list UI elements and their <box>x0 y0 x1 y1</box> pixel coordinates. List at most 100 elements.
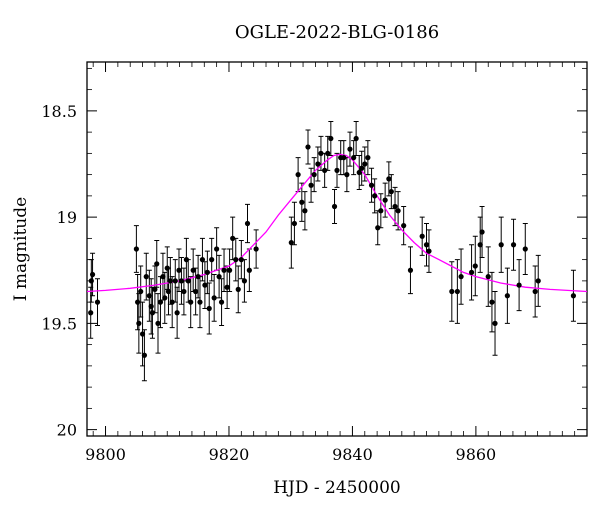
data-point <box>136 320 142 326</box>
data-point <box>146 293 152 299</box>
data-point <box>167 278 173 284</box>
y-tick-label: 20 <box>57 421 77 440</box>
data-point <box>359 165 365 171</box>
data-point <box>244 220 251 227</box>
data-point <box>407 267 414 273</box>
x-axis-label: HJD - 2450000 <box>273 478 401 498</box>
data-point <box>472 263 478 269</box>
data-point <box>522 246 528 252</box>
data-point <box>386 176 392 182</box>
data-point <box>164 265 170 271</box>
model-curve <box>87 153 587 293</box>
data-point <box>141 352 148 358</box>
data-point <box>218 299 225 305</box>
data-point <box>202 282 208 288</box>
data-point <box>458 274 464 280</box>
data-point <box>388 189 394 195</box>
data-point <box>395 208 401 214</box>
data-point <box>334 167 340 173</box>
data-point <box>382 197 388 203</box>
data-point <box>253 246 259 252</box>
data-point <box>295 172 301 178</box>
data-point <box>143 274 149 280</box>
data-point <box>570 293 577 299</box>
data-point <box>89 271 96 278</box>
data-point <box>535 278 541 284</box>
data-point <box>216 274 222 280</box>
data-point <box>504 293 510 299</box>
chart-title: OGLE-2022-BLG-0186 <box>235 22 439 43</box>
data-point <box>498 242 504 248</box>
y-tick-label: 19.5 <box>41 314 77 333</box>
data-point <box>149 310 156 316</box>
data-point <box>133 246 139 252</box>
data-point <box>188 299 194 305</box>
data-point <box>468 269 475 275</box>
data-point <box>347 146 353 152</box>
data-point <box>401 223 407 229</box>
data-point <box>174 310 180 316</box>
data-point <box>532 288 538 295</box>
x-tick-label: 9860 <box>456 445 497 464</box>
data-point <box>193 288 199 295</box>
data-point <box>190 267 196 273</box>
data-point <box>353 135 359 142</box>
data-point <box>169 299 175 305</box>
data-point <box>449 288 455 295</box>
data-point <box>372 193 378 199</box>
data-point <box>328 135 334 142</box>
data-point <box>152 286 158 292</box>
data-point <box>392 203 398 210</box>
data-point <box>209 257 215 263</box>
data-point <box>246 267 252 273</box>
data-point <box>477 242 483 248</box>
data-point <box>135 299 141 305</box>
data-points <box>88 135 577 358</box>
data-point <box>211 295 217 301</box>
data-point <box>299 199 305 205</box>
data-point <box>88 278 94 284</box>
data-point <box>238 257 244 263</box>
data-point <box>233 257 239 263</box>
data-point <box>516 282 522 288</box>
data-point <box>362 161 368 167</box>
data-point <box>204 269 210 275</box>
data-point <box>165 288 172 295</box>
data-point <box>356 169 362 176</box>
data-point <box>510 242 517 248</box>
data-point <box>160 274 166 280</box>
data-point <box>318 150 324 156</box>
data-point <box>375 225 381 231</box>
data-point <box>155 320 161 326</box>
data-point <box>199 257 206 263</box>
data-point <box>241 278 248 284</box>
data-point <box>154 261 160 267</box>
data-point <box>235 286 241 292</box>
data-point <box>148 303 154 309</box>
data-point <box>195 274 201 280</box>
y-tick-label: 19 <box>57 208 77 227</box>
data-point <box>308 182 314 188</box>
data-point <box>178 278 185 284</box>
y-tick-label: 18.5 <box>41 102 77 121</box>
data-point <box>221 267 227 273</box>
data-point <box>423 242 430 248</box>
axis-tick-labels: 9800 9820 9840 9860 18.5 19 19.5 20 <box>41 102 496 464</box>
data-point <box>302 208 308 214</box>
y-axis-label: I magnitude <box>11 197 31 301</box>
data-point <box>291 220 298 227</box>
data-point <box>176 267 182 273</box>
data-point <box>197 299 203 305</box>
data-point <box>138 288 144 295</box>
data-point <box>226 267 233 273</box>
data-point <box>368 182 375 188</box>
data-point <box>183 257 189 263</box>
data-point <box>419 233 425 239</box>
data-point <box>88 310 94 316</box>
data-point <box>94 299 101 305</box>
data-point <box>351 155 357 161</box>
data-point <box>185 278 191 284</box>
data-point <box>162 295 168 301</box>
data-point <box>341 155 347 161</box>
data-point <box>157 299 164 305</box>
